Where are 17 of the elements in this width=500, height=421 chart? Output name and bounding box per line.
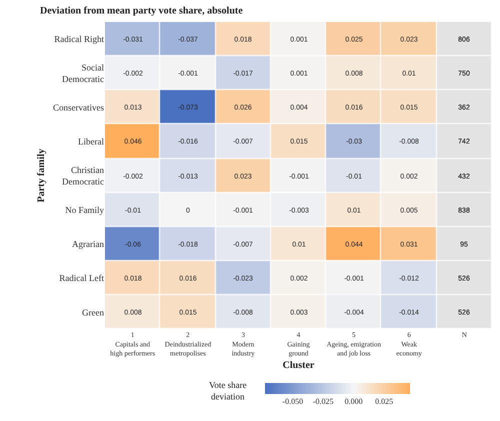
color-bar-label: -0.050 [282, 397, 304, 406]
y-axis-title: Party family [36, 148, 47, 202]
color-bar-title: Vote share deviation [209, 380, 247, 402]
y-tick-label: Radical Left [59, 273, 104, 284]
y-tick-label: Social Democratic [62, 62, 104, 84]
chart-title: Deviation from mean party vote share, absolute [40, 5, 244, 16]
y-tick-label: Green [82, 307, 104, 318]
color-bar-label: 0.025 [375, 397, 394, 406]
color-bar-label: 0.000 [344, 397, 363, 406]
y-tick-label: Agrarian [72, 239, 104, 250]
y-tick-label: Christian Democratic [62, 164, 104, 187]
color-bar-label: -0.025 [312, 397, 334, 406]
y-tick-label: Liberal [78, 136, 104, 147]
y-tick-label: No Family [65, 204, 104, 215]
x-axis-title: Cluster [282, 360, 315, 371]
y-tick-label: Radical Right [54, 34, 104, 44]
y-tick-label: Conservatives [53, 102, 104, 112]
